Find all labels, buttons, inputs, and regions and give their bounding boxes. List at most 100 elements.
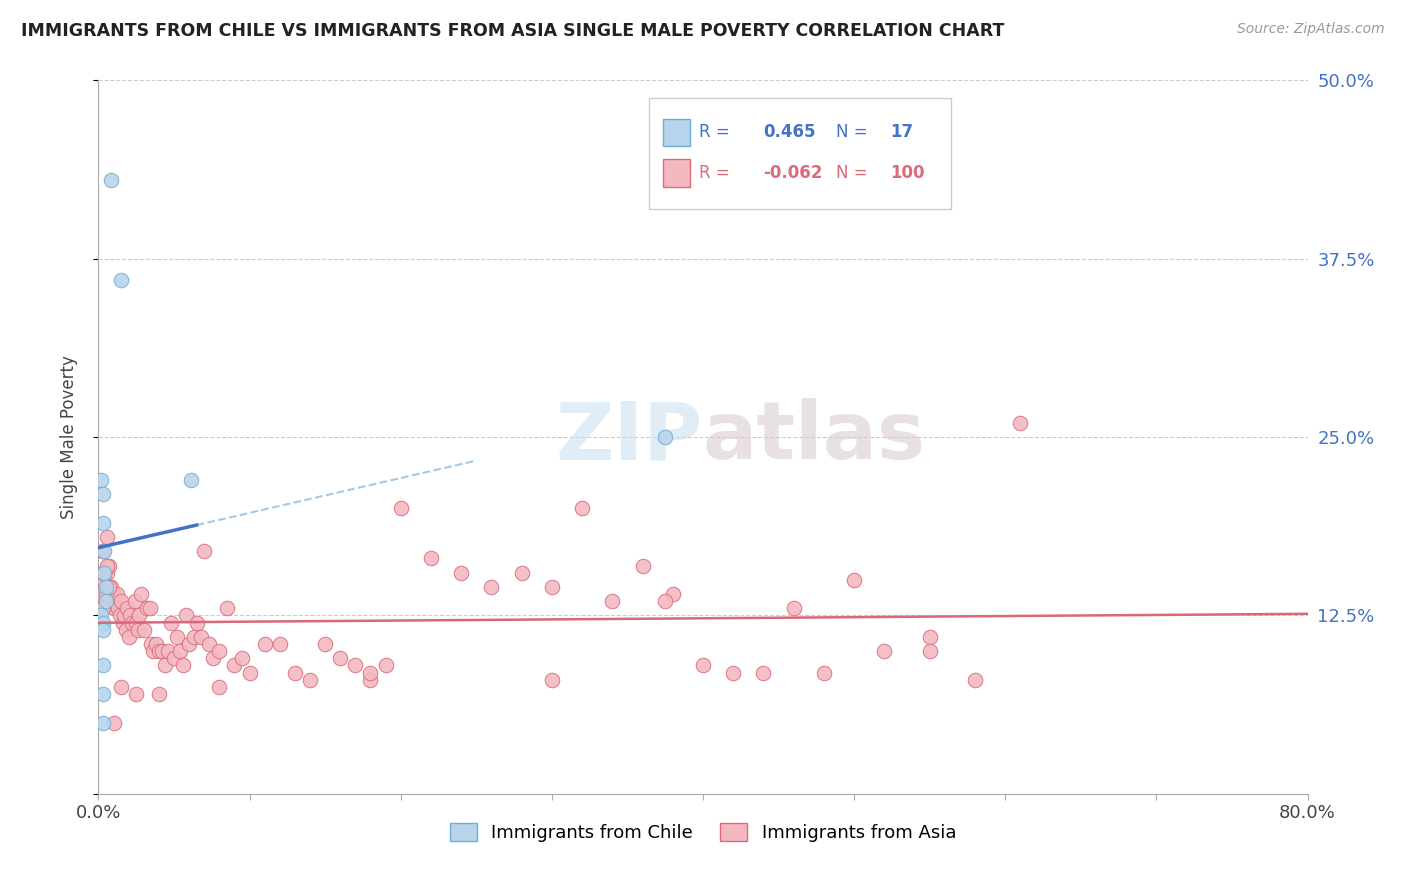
Point	[602, 594, 624, 608]
Point	[105, 587, 128, 601]
Point	[231, 651, 253, 665]
Point	[91, 601, 114, 615]
Point	[128, 608, 150, 623]
Point	[160, 615, 183, 630]
Point	[135, 601, 157, 615]
Point	[107, 601, 129, 615]
Point	[918, 644, 941, 658]
Text: atlas: atlas	[703, 398, 927, 476]
Point	[91, 615, 114, 630]
Point	[571, 501, 593, 516]
Point	[129, 587, 152, 601]
Point	[145, 637, 167, 651]
Point	[284, 665, 307, 680]
Point	[103, 587, 125, 601]
Text: R =: R =	[699, 164, 735, 182]
Point	[180, 473, 202, 487]
Point	[965, 673, 987, 687]
Point	[96, 530, 118, 544]
Point	[94, 587, 117, 601]
Point	[723, 665, 745, 680]
Point	[98, 580, 121, 594]
Text: -0.062: -0.062	[763, 164, 823, 182]
Point	[374, 658, 396, 673]
Point	[91, 715, 114, 730]
Text: IMMIGRANTS FROM CHILE VS IMMIGRANTS FROM ASIA SINGLE MALE POVERTY CORRELATION CH: IMMIGRANTS FROM CHILE VS IMMIGRANTS FROM…	[21, 22, 1004, 40]
Point	[172, 658, 194, 673]
Y-axis label: Single Male Poverty: Single Male Poverty	[59, 355, 77, 519]
FancyBboxPatch shape	[648, 98, 950, 209]
Point	[654, 594, 676, 608]
Point	[103, 601, 125, 615]
Point	[91, 544, 114, 558]
Point	[253, 637, 276, 651]
Point	[239, 665, 262, 680]
Point	[661, 587, 683, 601]
Point	[153, 658, 176, 673]
Point	[90, 473, 112, 487]
Point	[208, 644, 231, 658]
Point	[103, 715, 125, 730]
Point	[100, 580, 122, 594]
Point	[148, 644, 170, 658]
Point	[183, 630, 205, 644]
Point	[93, 566, 115, 580]
Point	[114, 623, 136, 637]
Text: 17: 17	[890, 123, 914, 141]
Point	[179, 637, 201, 651]
Point	[94, 594, 117, 608]
Point	[91, 623, 114, 637]
Point	[186, 615, 208, 630]
Point	[93, 573, 115, 587]
Point	[224, 658, 246, 673]
Text: 0.465: 0.465	[763, 123, 815, 141]
Point	[510, 566, 533, 580]
Point	[125, 615, 148, 630]
Point	[166, 630, 188, 644]
Point	[91, 687, 114, 701]
Point	[108, 608, 131, 623]
Point	[631, 558, 654, 573]
Point	[314, 637, 336, 651]
Point	[299, 673, 322, 687]
Point	[90, 608, 112, 623]
Point	[118, 630, 141, 644]
Point	[139, 601, 162, 615]
Point	[150, 644, 173, 658]
Point	[190, 630, 212, 644]
Point	[329, 651, 352, 665]
Bar	[664, 160, 690, 186]
Point	[94, 580, 117, 594]
Point	[215, 601, 238, 615]
Point	[481, 580, 503, 594]
Point	[94, 587, 117, 601]
Point	[360, 665, 382, 680]
Text: R =: R =	[699, 123, 735, 141]
Point	[844, 573, 866, 587]
Point	[125, 687, 148, 701]
Text: Source: ZipAtlas.com: Source: ZipAtlas.com	[1237, 22, 1385, 37]
Point	[93, 566, 115, 580]
Point	[111, 615, 134, 630]
Text: ZIP: ZIP	[555, 398, 703, 476]
Point	[1010, 416, 1032, 430]
Point	[360, 673, 382, 687]
Point	[91, 566, 114, 580]
Point	[96, 566, 118, 580]
Point	[121, 615, 143, 630]
Point	[163, 651, 186, 665]
Point	[93, 544, 115, 558]
Point	[169, 644, 191, 658]
Point	[115, 601, 138, 615]
Point	[91, 487, 114, 501]
Text: N =: N =	[837, 164, 873, 182]
Point	[101, 594, 124, 608]
Point	[120, 608, 142, 623]
Point	[132, 623, 155, 637]
Point	[156, 644, 179, 658]
Point	[344, 658, 367, 673]
Point	[692, 658, 714, 673]
Point	[389, 501, 412, 516]
Point	[174, 608, 197, 623]
Text: 100: 100	[890, 164, 925, 182]
